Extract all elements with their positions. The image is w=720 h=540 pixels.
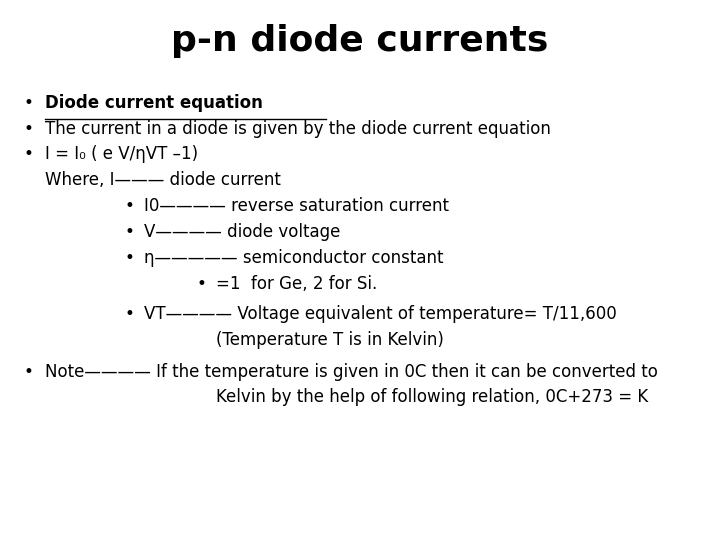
- Text: Note———— If the temperature is given in 0C then it can be converted to: Note———— If the temperature is given in …: [45, 362, 657, 381]
- Text: I = I₀ ( e V/ηVT –1): I = I₀ ( e V/ηVT –1): [45, 145, 198, 164]
- Text: •: •: [125, 223, 135, 241]
- Text: •: •: [24, 93, 34, 112]
- Text: Kelvin by the help of following relation, 0C+273 = K: Kelvin by the help of following relation…: [216, 388, 648, 407]
- Text: •: •: [125, 197, 135, 215]
- Text: The current in a diode is given by the diode current equation: The current in a diode is given by the d…: [45, 119, 551, 138]
- Text: •: •: [125, 305, 135, 323]
- Text: η————— semiconductor constant: η————— semiconductor constant: [144, 249, 444, 267]
- Text: •: •: [24, 362, 34, 381]
- Text: =1  for Ge, 2 for Si.: =1 for Ge, 2 for Si.: [216, 275, 377, 293]
- Text: Where, I——— diode current: Where, I——— diode current: [45, 171, 281, 190]
- Text: VT———— Voltage equivalent of temperature= T/11,600: VT———— Voltage equivalent of temperature…: [144, 305, 617, 323]
- Text: V———— diode voltage: V———— diode voltage: [144, 223, 341, 241]
- Text: •: •: [125, 249, 135, 267]
- Text: •: •: [24, 119, 34, 138]
- Text: p-n diode currents: p-n diode currents: [171, 24, 549, 58]
- Text: •: •: [197, 275, 207, 293]
- Text: •: •: [24, 145, 34, 164]
- Text: I0———— reverse saturation current: I0———— reverse saturation current: [144, 197, 449, 215]
- Text: (Temperature T is in Kelvin): (Temperature T is in Kelvin): [216, 331, 444, 349]
- Text: Diode current equation: Diode current equation: [45, 93, 263, 112]
